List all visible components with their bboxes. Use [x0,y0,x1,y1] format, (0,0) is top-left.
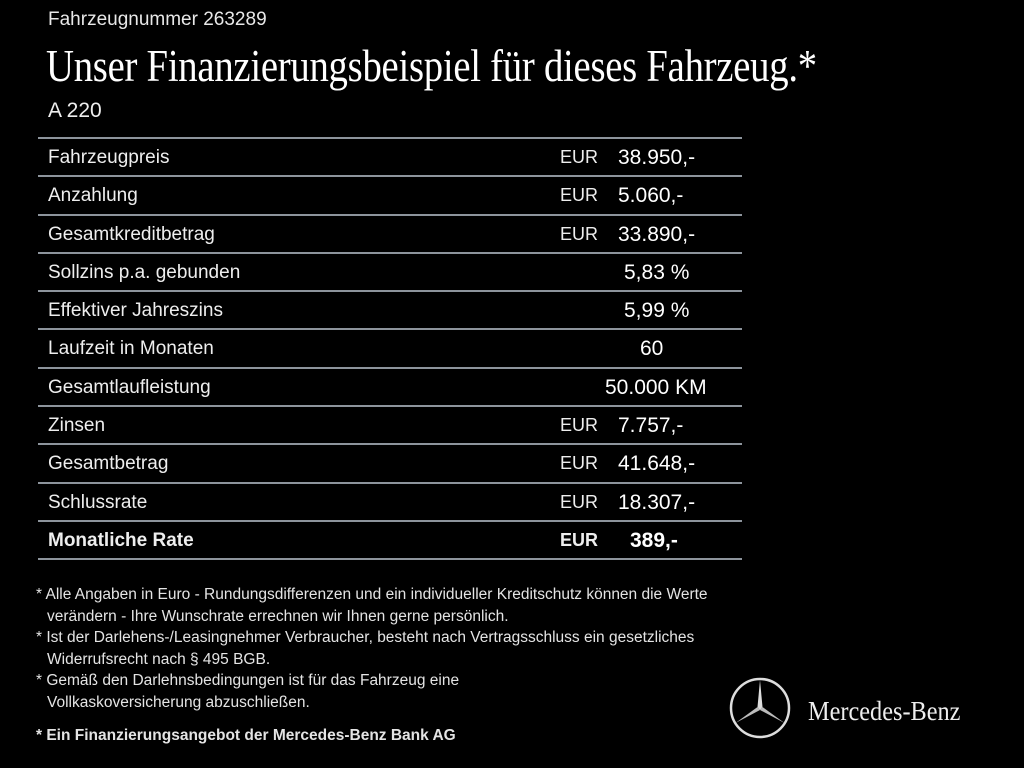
row-value: 60 [640,337,664,361]
footnotes: * Alle Angaben in Euro - Rundungsdiffere… [36,584,767,713]
row-label: Monatliche Rate [48,529,194,551]
page-title: Unser Finanzierungsbeispiel für dieses F… [46,41,817,91]
table-row: Fahrzeugpreis EUR 38.950,- [38,137,742,175]
table-row: Effektiver Jahreszins 5,99 % [38,290,742,328]
table-row: Gesamtlaufleistung 50.000 KM [38,366,742,405]
row-label: Gesamtkreditbetrag [48,223,215,245]
table-row: Gesamtbetrag EUR 41.648,- [38,443,742,481]
vehicle-number: Fahrzeugnummer 263289 [48,9,267,30]
table-row: Monatliche Rate EUR 389,- [38,519,742,561]
row-value: 18.307,- [618,490,696,514]
row-value: 33.890,- [618,222,696,246]
row-label: Gesamtlaufleistung [48,376,211,398]
footnote: * Gemäß den Darlehnsbedingungen ist für … [36,672,460,711]
row-label: Gesamtbetrag [48,453,169,475]
row-label: Anzahlung [48,185,138,207]
table-row: Laufzeit in Monaten 60 [38,328,742,366]
row-currency: EUR [560,453,599,474]
row-value: 38.950,- [618,146,696,169]
row-label: Zinsen [48,415,106,437]
table-row: Zinsen EUR 7.757,- [38,405,742,443]
footnote: * Alle Angaben in Euro - Rundungsdiffere… [36,586,708,625]
row-value: 7.757,- [618,414,684,438]
row-value: 41.648,- [618,452,696,476]
row-currency: EUR [560,415,599,436]
table-row: Schlussrate EUR 18.307,- [38,481,742,520]
row-value: 389,- [630,528,678,552]
three-pointed-star-icon [729,677,791,739]
table-row: Sollzins p.a. gebunden 5,83 % [38,251,742,290]
row-currency: EUR [560,147,599,167]
row-currency: EUR [560,491,599,512]
financing-table: Fahrzeugpreis EUR 38.950,- Anzahlung EUR 5.06… [38,137,742,561]
row-label: Fahrzeugpreis [48,147,170,168]
row-label: Schlussrate [48,491,148,513]
row-label: Effektiver Jahreszins [48,300,223,322]
row-value: 50.000 KM [605,375,707,399]
row-value: 5,99 % [624,299,690,323]
row-label: Sollzins p.a. gebunden [48,261,241,283]
row-label: Laufzeit in Monaten [48,338,214,360]
brand-name: Mercedes-Benz [808,696,961,726]
footnote: * Ist der Darlehens-/Leasingnehmer Verbr… [36,629,695,668]
row-value: 5.060,- [618,184,684,208]
row-currency: EUR [560,185,599,206]
offer-note: * Ein Finanzierungsangebot der Mercedes-… [36,727,456,744]
row-currency: EUR [560,529,599,550]
row-value: 5,83 % [624,260,690,284]
table-row: Anzahlung EUR 5.060,- [38,175,742,213]
vehicle-model: A 220 [48,99,102,122]
table-row: Gesamtkreditbetrag EUR 33.890,- [38,213,742,252]
row-currency: EUR [560,223,599,244]
